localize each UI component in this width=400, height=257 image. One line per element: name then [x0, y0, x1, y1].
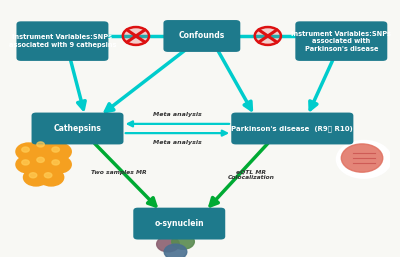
Text: Instrument Variables:SNPs
associated with
Parkinson's disease: Instrument Variables:SNPs associated wit… — [291, 31, 391, 52]
Circle shape — [31, 153, 56, 170]
Circle shape — [157, 236, 179, 252]
Circle shape — [46, 156, 71, 173]
FancyBboxPatch shape — [231, 113, 353, 144]
FancyBboxPatch shape — [133, 208, 225, 240]
Text: Cathepsins: Cathepsins — [54, 124, 102, 133]
Text: Confounds: Confounds — [179, 31, 225, 41]
Circle shape — [22, 147, 29, 152]
Circle shape — [337, 141, 391, 178]
Text: Two samples MR: Two samples MR — [91, 170, 147, 175]
Text: Parkinson's disease  (R9， R10): Parkinson's disease (R9， R10) — [232, 125, 353, 132]
Circle shape — [37, 157, 44, 162]
Circle shape — [16, 156, 41, 173]
Text: Meta analysis: Meta analysis — [153, 113, 202, 117]
Circle shape — [16, 143, 41, 160]
Circle shape — [46, 143, 71, 160]
Text: Meta analysis: Meta analysis — [153, 140, 202, 144]
Circle shape — [29, 173, 37, 178]
Circle shape — [44, 173, 52, 178]
Circle shape — [52, 147, 60, 152]
Circle shape — [172, 234, 194, 249]
FancyBboxPatch shape — [164, 20, 240, 52]
Text: o-synuclein: o-synuclein — [154, 219, 204, 228]
Text: eQTL MR
Colocalization: eQTL MR Colocalization — [228, 169, 274, 180]
FancyBboxPatch shape — [16, 21, 108, 61]
Circle shape — [37, 142, 44, 147]
FancyBboxPatch shape — [32, 113, 124, 144]
Circle shape — [164, 244, 187, 257]
FancyBboxPatch shape — [295, 21, 387, 61]
Circle shape — [341, 144, 383, 172]
Circle shape — [255, 27, 281, 45]
Circle shape — [52, 160, 60, 165]
Circle shape — [31, 138, 56, 155]
Circle shape — [123, 27, 149, 45]
Circle shape — [22, 160, 29, 165]
Text: Instrument Variables:SNPs
associated with 9 cathepsins: Instrument Variables:SNPs associated wit… — [9, 34, 116, 48]
Circle shape — [24, 169, 48, 186]
Circle shape — [39, 169, 64, 186]
